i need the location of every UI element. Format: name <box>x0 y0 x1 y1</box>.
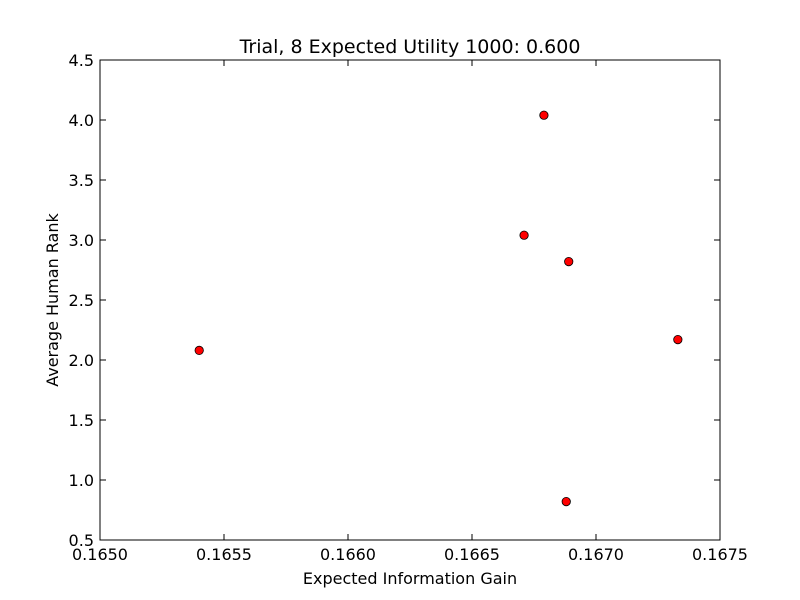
data-points <box>194 110 683 507</box>
x-tick-label: 0.1660 <box>320 545 376 564</box>
axis-ticks: 0.1650 0.1655 0.1660 0.1665 0.1670 0.1675 0.5 1… <box>69 51 748 564</box>
x-tick-label: 0.1675 <box>692 545 748 564</box>
y-tick-label: 2.0 <box>69 351 94 370</box>
y-tick-label: 4.0 <box>69 111 94 130</box>
data-point <box>564 256 574 267</box>
y-tick-label: 1.5 <box>69 411 94 430</box>
data-point <box>194 345 204 355</box>
y-tick-label: 1.0 <box>69 471 94 490</box>
plot-frame <box>99 59 721 541</box>
data-point <box>519 230 529 240</box>
x-tick-label: 0.1650 <box>72 545 128 564</box>
y-tick-label: 3.5 <box>69 171 94 190</box>
y-tick-label: 3.0 <box>69 231 94 250</box>
data-point <box>561 496 571 507</box>
y-axis-label: Average Human Rank <box>43 212 62 386</box>
data-point <box>673 334 683 345</box>
y-tick-label: 0.5 <box>69 531 94 550</box>
x-tick-label: 0.1670 <box>568 545 624 564</box>
y-tick-label: 4.5 <box>69 51 94 70</box>
chart-title: Trial, 8 Expected Utility 1000: 0.600 <box>239 36 581 58</box>
data-point <box>539 110 549 120</box>
x-tick-label: 0.1655 <box>196 545 252 564</box>
y-tick-label: 2.5 <box>69 291 94 310</box>
x-axis-label: Expected Information Gain <box>303 569 517 588</box>
x-tick-label: 0.1665 <box>444 545 500 564</box>
